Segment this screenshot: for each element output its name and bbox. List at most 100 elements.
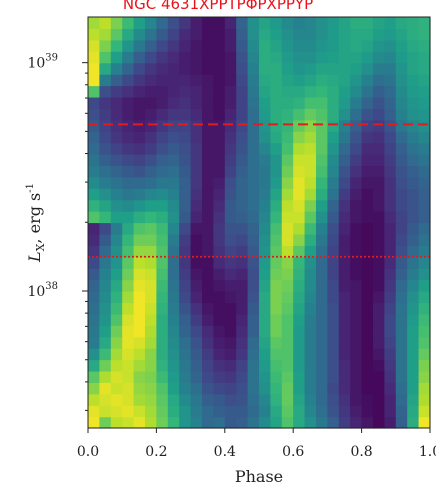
- heatmap-cell: [281, 245, 294, 258]
- heatmap-cell: [156, 382, 169, 395]
- heatmap-cell: [88, 359, 100, 372]
- heatmap-cell: [213, 85, 226, 98]
- heatmap-cell: [327, 279, 340, 292]
- heatmap-cell: [167, 62, 180, 75]
- heatmap-cell: [144, 85, 157, 98]
- heatmap-cell: [144, 17, 157, 30]
- heatmap-cell: [418, 108, 431, 121]
- heatmap-cell: [99, 108, 112, 121]
- heatmap-cell: [270, 119, 283, 132]
- heatmap-cell: [144, 74, 157, 87]
- heatmap-cell: [361, 325, 374, 338]
- heatmap-cell: [247, 268, 260, 281]
- heatmap-cell: [122, 96, 135, 109]
- heatmap-cell: [201, 74, 214, 87]
- heatmap-cell: [350, 119, 363, 132]
- y-axis-ticks: 1038 1039: [27, 53, 88, 411]
- heatmap-cell: [395, 313, 408, 326]
- heatmap-cell: [418, 279, 431, 292]
- heatmap-cell: [395, 188, 408, 201]
- heatmap-cell: [315, 291, 328, 304]
- heatmap-cell: [407, 165, 420, 178]
- heatmap-cell: [110, 405, 123, 418]
- heatmap-cell: [224, 74, 237, 87]
- heatmap-cell: [407, 256, 420, 269]
- heatmap-cell: [179, 74, 192, 87]
- heatmap-cell: [281, 131, 294, 144]
- heatmap-cell: [179, 119, 192, 132]
- heatmap-cell: [167, 359, 180, 372]
- heatmap-cell: [281, 74, 294, 87]
- heatmap-cell: [304, 51, 317, 64]
- heatmap-cell: [156, 51, 169, 64]
- heatmap-cell: [372, 142, 385, 155]
- heatmap-cell: [236, 51, 249, 64]
- heatmap-cell: [395, 211, 408, 224]
- heatmap-cell: [167, 51, 180, 64]
- heatmap-cell: [372, 131, 385, 144]
- heatmap-cell: [190, 370, 203, 383]
- heatmap-cell: [327, 211, 340, 224]
- heatmap-cell: [418, 85, 431, 98]
- heatmap-cell: [190, 348, 203, 361]
- heatmap-cell: [395, 348, 408, 361]
- heatmap-cell: [88, 245, 100, 258]
- heatmap-cell: [361, 142, 374, 155]
- heatmap-cell: [236, 233, 249, 246]
- heatmap-cell: [88, 176, 100, 189]
- heatmap-cell: [224, 291, 237, 304]
- heatmap-cell: [144, 211, 157, 224]
- heatmap-cell: [167, 199, 180, 212]
- heatmap-cell: [247, 348, 260, 361]
- heatmap-cell: [281, 108, 294, 121]
- heatmap-cell: [350, 85, 363, 98]
- heatmap-cell: [167, 108, 180, 121]
- heatmap-cell: [99, 154, 112, 167]
- heatmap-cell: [258, 39, 271, 52]
- heatmap-cell: [213, 17, 226, 30]
- heatmap-cell: [156, 165, 169, 178]
- heatmap-cell: [293, 256, 306, 269]
- heatmap-cell: [418, 62, 431, 75]
- heatmap-cell: [338, 393, 351, 406]
- heatmap-cell: [110, 211, 123, 224]
- heatmap-cell: [350, 154, 363, 167]
- heatmap-cell: [156, 85, 169, 98]
- heatmap-cell: [133, 17, 146, 30]
- heatmap-cell: [201, 313, 214, 326]
- heatmap-cell: [144, 222, 157, 235]
- heatmap-cell: [384, 233, 397, 246]
- heatmap-cell: [224, 313, 237, 326]
- x-tick-label: 0.8: [350, 444, 372, 460]
- heatmap-cell: [167, 96, 180, 109]
- heatmap-cell: [361, 62, 374, 75]
- heatmap-cell: [372, 222, 385, 235]
- heatmap-cell: [224, 176, 237, 189]
- heatmap-cell: [213, 313, 226, 326]
- heatmap-cell: [156, 176, 169, 189]
- heatmap-cell: [293, 176, 306, 189]
- heatmap-cell: [281, 302, 294, 315]
- heatmap-cell: [190, 142, 203, 155]
- heatmap-cell: [270, 336, 283, 349]
- heatmap-cell: [338, 222, 351, 235]
- heatmap-cell: [247, 199, 260, 212]
- heatmap-cell: [281, 256, 294, 269]
- heatmap-cell: [270, 188, 283, 201]
- heatmap-cell: [327, 142, 340, 155]
- heatmap-cell: [179, 313, 192, 326]
- heatmap-cell: [281, 96, 294, 109]
- heatmap-cell: [133, 131, 146, 144]
- heatmap-cell: [384, 131, 397, 144]
- heatmap-cell: [304, 96, 317, 109]
- heatmap-cell: [88, 17, 100, 30]
- heatmap-cell: [247, 74, 260, 87]
- heatmap-cell: [418, 96, 431, 109]
- heatmap-cell: [327, 348, 340, 361]
- heatmap-cell: [133, 268, 146, 281]
- heatmap-cell: [88, 96, 100, 109]
- heatmap-cell: [156, 245, 169, 258]
- heatmap-cell: [201, 359, 214, 372]
- heatmap-cell: [293, 17, 306, 30]
- heatmap-cell: [110, 256, 123, 269]
